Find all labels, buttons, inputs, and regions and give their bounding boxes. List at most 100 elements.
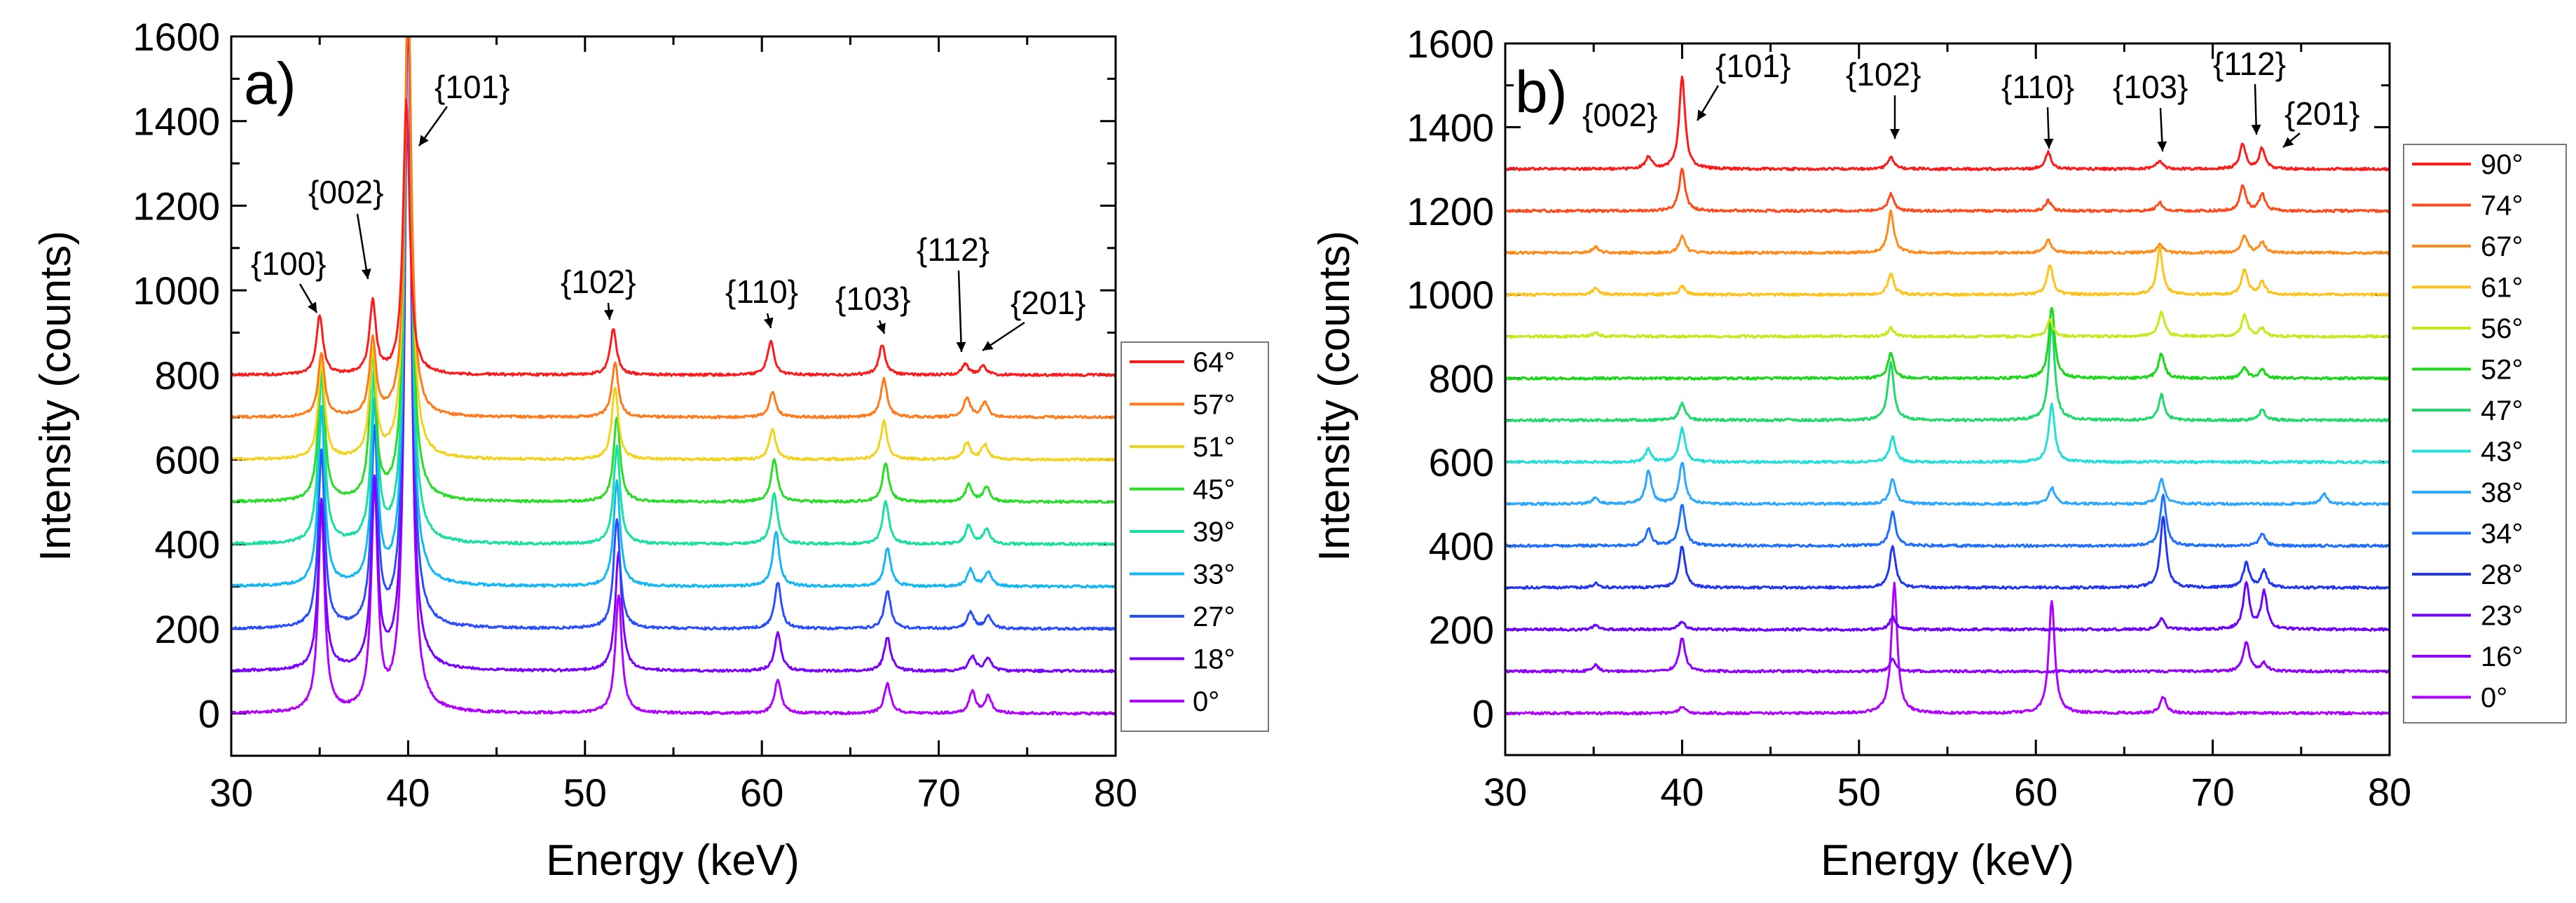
peak-label: {110} <box>2001 69 2074 105</box>
legend-label: 16° <box>2481 641 2523 672</box>
legend-label: 39° <box>1193 517 1235 548</box>
y-tick-label: 0 <box>1472 691 1494 735</box>
peak-label: {101} <box>1715 48 1790 84</box>
series-line <box>1505 306 2390 381</box>
panel-a: 30 40 50 60 70 80 0 200 400 600 800 1000… <box>32 15 1269 885</box>
annotation-arrowhead <box>956 341 966 352</box>
x-tick-label: 50 <box>1837 770 1881 814</box>
y-tick-labels-b: 0 200 400 600 800 1000 1200 1400 1600 <box>1406 22 1494 735</box>
x-tick-label: 80 <box>1094 770 1137 815</box>
legend-label: 51° <box>1193 432 1235 463</box>
series-line <box>231 36 1116 504</box>
peak-label: {103} <box>2113 69 2188 105</box>
y-tick-label: 800 <box>1429 357 1494 401</box>
peak-label: {102} <box>561 264 636 300</box>
annotation-arrowhead <box>603 309 614 320</box>
plot-frame-a <box>230 35 1117 757</box>
annotation-arrowhead <box>763 317 774 328</box>
panel-b: 30 40 50 60 70 80 0 200 400 600 800 1000… <box>1310 22 2567 885</box>
x-tick-label: 60 <box>740 770 783 815</box>
series-line <box>1505 322 2390 423</box>
series-group-a <box>231 36 1116 716</box>
legend-label: 33° <box>1193 559 1235 590</box>
series-line <box>1505 311 2390 339</box>
legend-label: 64° <box>1193 347 1235 378</box>
x-tick-label: 70 <box>2191 770 2234 814</box>
legend-label: 47° <box>2481 395 2523 426</box>
series-line <box>1505 168 2390 214</box>
peak-label: {201} <box>2284 95 2359 132</box>
y-tick-label: 600 <box>155 438 220 482</box>
annotation-arrowhead <box>2251 124 2261 135</box>
series-line <box>231 36 1116 674</box>
legend-box-b <box>2403 144 2567 724</box>
legend-label: 90° <box>2481 149 2523 180</box>
x-tick-label: 30 <box>1484 770 1527 814</box>
peak-label: {201} <box>1010 285 1085 321</box>
y-tick-label: 1000 <box>132 269 220 313</box>
y-tick-label: 1600 <box>132 15 220 59</box>
annotation-arrowhead <box>2283 137 2294 147</box>
annotation-arrowhead <box>1697 109 1707 121</box>
x-ticks-a <box>230 36 1117 756</box>
peak-annotations-a: {100} {002} {101} {102} {110} {103} {112… <box>251 69 1085 353</box>
x-ticks-b <box>1504 43 2391 755</box>
legend-label: 23° <box>2481 601 2523 632</box>
annotation-arrow <box>957 270 963 353</box>
legend-label: 57° <box>1193 390 1235 421</box>
series-line <box>231 98 1116 378</box>
legend-label: 67° <box>2481 231 2523 262</box>
y-tick-label: 1000 <box>1406 273 1494 317</box>
peak-label: {002} <box>1582 97 1657 133</box>
legend-a: 64° 57° 51° 45° 39° 33° 27° 18° 0° <box>1121 341 1269 732</box>
series-line <box>1505 637 2390 674</box>
legend-label: 18° <box>1193 644 1235 675</box>
annotation-arrowhead <box>982 341 994 351</box>
annotation-arrowhead <box>2043 138 2054 149</box>
series-line <box>1505 209 2390 255</box>
series-line <box>231 36 1116 716</box>
x-tick-label: 70 <box>917 770 960 815</box>
x-tick-label: 40 <box>1660 770 1704 814</box>
legend-label: 38° <box>2481 477 2523 508</box>
x-tick-label: 50 <box>563 770 607 815</box>
annotation-arrowhead <box>361 269 371 279</box>
series-group-b <box>1505 75 2390 716</box>
x-tick-label: 80 <box>2368 770 2411 814</box>
peak-label: {101} <box>434 69 509 105</box>
series-line <box>1505 515 2390 590</box>
series-line <box>231 36 1116 420</box>
y-ticks-a <box>231 35 1116 757</box>
legend-label: 34° <box>2481 519 2523 550</box>
peak-label: {110} <box>725 273 798 310</box>
series-line <box>1505 494 2390 548</box>
legend-label: 45° <box>1193 475 1235 505</box>
x-tick-label: 40 <box>386 770 430 815</box>
y-tick-label: 800 <box>155 353 220 398</box>
legend-box-a <box>1121 341 1269 732</box>
peak-label: {002} <box>308 174 383 210</box>
annotation-arrowhead <box>2157 141 2167 151</box>
annotation-arrowhead <box>876 322 886 334</box>
peak-label: {102} <box>1846 56 1921 93</box>
annotation-arrow <box>356 213 369 280</box>
peak-annotations-b: {002} {101} {102} {110} {103} {112} {201… <box>1582 46 2359 152</box>
y-tick-label: 400 <box>155 522 220 566</box>
y-tick-labels-a: 0 200 400 600 800 1000 1200 1400 1600 <box>132 15 220 736</box>
legend-label: 52° <box>2481 355 2523 386</box>
annotation-arrowhead <box>307 301 317 313</box>
series-line <box>1505 246 2390 297</box>
peak-label: {112} <box>2213 46 2286 82</box>
legend-label: 61° <box>2481 273 2523 304</box>
y-tick-label: 1200 <box>1406 189 1494 233</box>
series-line <box>231 36 1116 589</box>
series-line <box>1505 461 2390 506</box>
legend-label: 74° <box>2481 191 2523 222</box>
legend-b: 90° 74° 67° 61° 56° 52° 47° 43° 38° 34° 28° 23° 16° 0… <box>2403 144 2567 724</box>
series-line <box>1505 402 2390 465</box>
y-tick-label: 1400 <box>1406 105 1494 149</box>
series-line <box>231 36 1116 631</box>
x-axis-label-a: Energy (keV) <box>546 836 800 885</box>
legend-label: 27° <box>1193 602 1235 632</box>
